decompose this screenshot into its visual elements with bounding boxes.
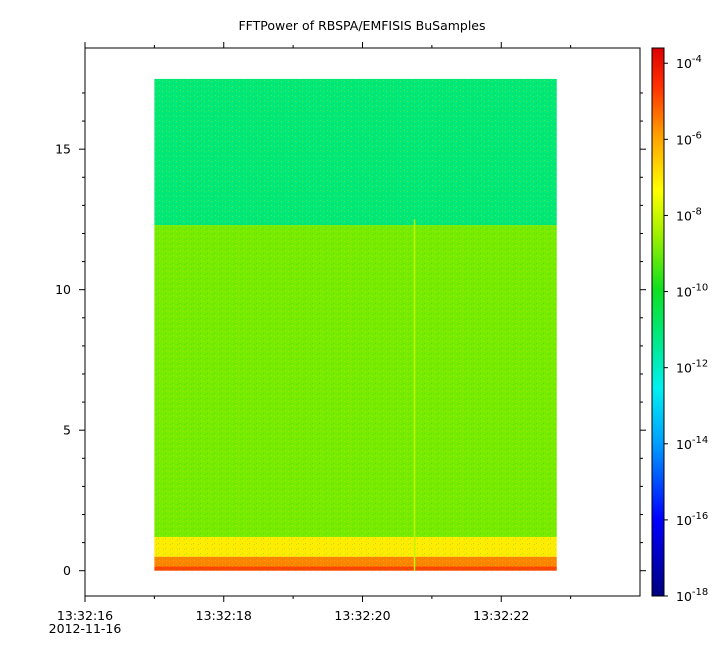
y-axis: 0 5 10 15 <box>55 92 646 578</box>
y-tick-label-1: 5 <box>63 423 71 438</box>
x-tick-label-3: 13:32:22 <box>473 608 529 623</box>
heatmap-band-texture-1 <box>154 556 557 567</box>
heatmap-band-texture-4 <box>154 78 557 226</box>
chart-title: FFTPower of RBSPA/EMFISIS BuSamples <box>238 18 485 33</box>
colorbar-tick-label-1: 10-6 <box>676 130 702 147</box>
colorbar: 10-4 10-6 10-8 10-10 10-12 10-14 10-16 10-18 <box>651 47 708 604</box>
colorbar-gradient <box>651 47 665 597</box>
heatmap-band-texture-2 <box>154 536 557 557</box>
x-tick-label-0: 13:32:16 <box>57 608 113 623</box>
y-tick-label-0: 0 <box>63 563 71 578</box>
colorbar-tick-label-6: 10-16 <box>676 511 708 528</box>
colorbar-tick-label-7: 10-18 <box>676 587 708 604</box>
colorbar-tick-label-5: 10-14 <box>676 435 708 452</box>
x-tick-label-2: 13:32:20 <box>334 608 390 623</box>
y-tick-label-3: 15 <box>55 142 71 157</box>
x-tick-label-1: 13:32:18 <box>196 608 252 623</box>
colorbar-tick-label-2: 10-8 <box>676 206 702 223</box>
colorbar-tick-label-0: 10-4 <box>676 54 702 71</box>
x-tick-sublabel-0: 2012-11-16 <box>49 621 122 636</box>
y-tick-label-2: 10 <box>55 282 71 297</box>
colorbar-tick-label-3: 10-10 <box>676 283 708 300</box>
colorbar-tick-label-4: 10-12 <box>676 359 708 376</box>
heatmap-band-texture-3 <box>154 225 557 537</box>
colorbar-ticks: 10-4 10-6 10-8 10-10 10-12 10-14 10-16 10-18 <box>664 54 708 604</box>
heatmap-band-texture-0 <box>154 566 557 571</box>
heatmap <box>154 78 557 571</box>
